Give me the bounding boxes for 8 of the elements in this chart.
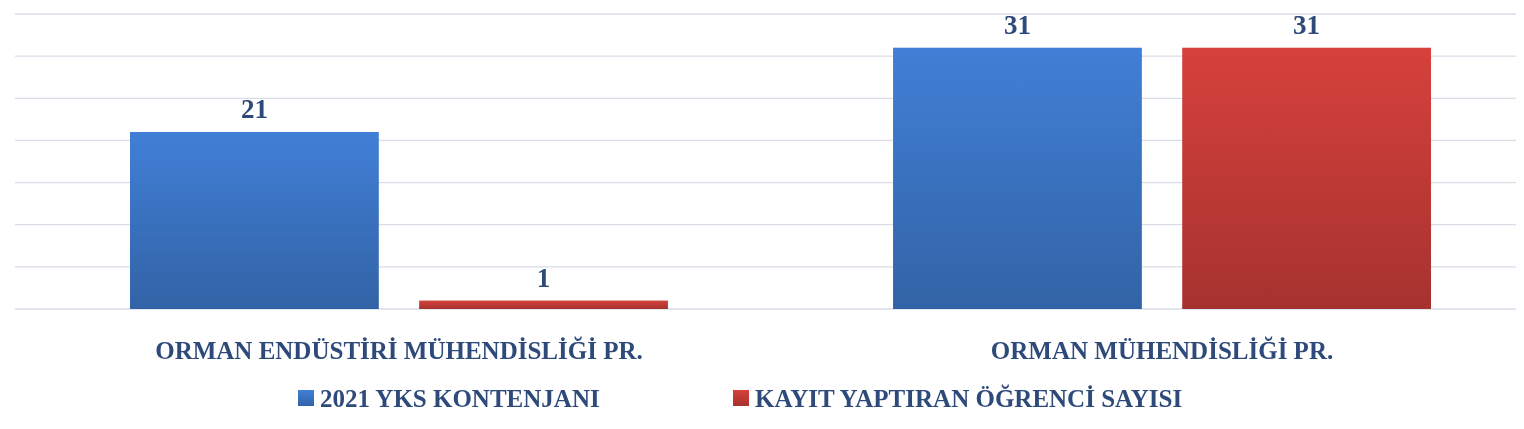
- data-label: 1: [536, 262, 551, 293]
- x-tick-label: ORMAN MÜHENDİSLİĞİ PR.: [990, 336, 1334, 364]
- legend-label: KAYIT YAPTIRAN ÖĞRENCİ SAYISI: [755, 384, 1183, 412]
- data-label: 31: [1293, 9, 1321, 40]
- x-tick-label: ORMAN ENDÜSTİRİ MÜHENDİSLİĞİ PR.: [155, 336, 643, 364]
- legend-label: 2021 YKS KONTENJANI: [320, 385, 600, 412]
- data-label: 31: [1003, 9, 1031, 40]
- data-label: 21: [240, 94, 268, 124]
